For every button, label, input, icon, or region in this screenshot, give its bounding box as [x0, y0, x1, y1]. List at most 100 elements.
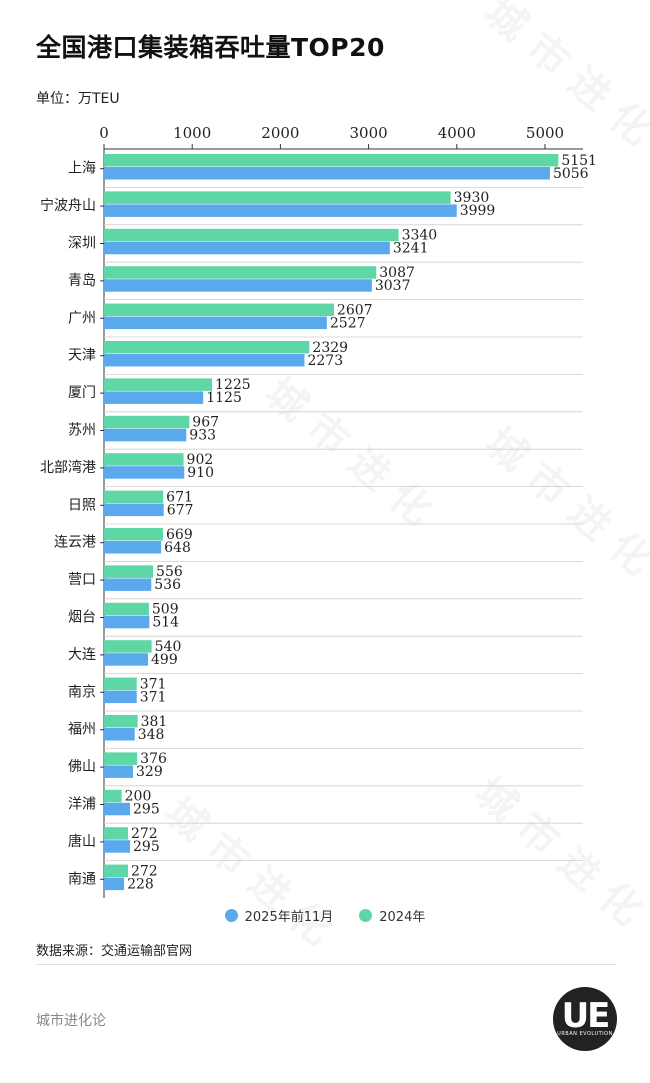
data-label-2025: 677	[167, 502, 194, 518]
bar-2025	[104, 503, 164, 517]
data-label-2025: 371	[140, 689, 167, 705]
data-label-2025: 5056	[553, 166, 589, 182]
bar-2025	[104, 466, 185, 479]
bar-2024	[104, 789, 122, 803]
category-label: 日照	[68, 497, 96, 513]
data-label-2024: 3340	[402, 228, 438, 244]
bar-2025	[104, 279, 372, 292]
bar-2025	[104, 316, 327, 330]
data-label-2024: 902	[187, 452, 214, 468]
category-label: 北部湾港	[40, 459, 96, 476]
category-label: 广州	[68, 310, 96, 326]
bar-2024	[104, 266, 377, 279]
data-label-2025: 3037	[375, 278, 411, 294]
legend-label-2024: 2024年	[379, 910, 426, 925]
bar-2025	[104, 765, 134, 778]
data-label-2024: 5151	[561, 153, 597, 169]
category-label: 天津	[68, 348, 96, 364]
bar-2025	[104, 241, 390, 255]
legend: 2025年前11月 2024年	[0, 906, 650, 925]
x-tick-label: 5000	[526, 124, 564, 142]
category-label: 宁波舟山	[40, 197, 96, 214]
x-tick-label: 2000	[261, 124, 299, 142]
bar-2025	[104, 578, 152, 591]
data-label-2025: 295	[133, 802, 160, 818]
data-label-2024: 2607	[337, 302, 373, 318]
bar-2024	[104, 528, 164, 541]
bar-2024	[104, 154, 559, 167]
category-label: 佛山	[68, 759, 96, 775]
data-label-2024: 509	[152, 602, 179, 618]
bar-2024	[104, 677, 137, 691]
category-label: 营口	[68, 572, 96, 588]
bar-2025	[104, 167, 550, 180]
bar-2024	[104, 864, 128, 878]
data-label-2024: 671	[166, 489, 193, 505]
data-label-2025: 499	[151, 652, 178, 668]
logo-mark: UE	[561, 995, 611, 1036]
bar-2024	[104, 827, 128, 840]
bar-2024	[104, 715, 138, 728]
bar-2024	[104, 752, 138, 765]
data-label-2025: 536	[154, 577, 181, 593]
legend-item-2024: 2024年	[359, 906, 425, 925]
bar-2025	[104, 615, 150, 629]
bar-2024	[104, 303, 334, 317]
category-label: 福州	[68, 722, 96, 738]
bar-2024	[104, 453, 184, 466]
category-label: 烟台	[68, 610, 96, 626]
legend-dot-2025	[224, 909, 238, 922]
brand-logo: UE URBAN EVOLUTION	[553, 987, 617, 1051]
x-tick-label: 4000	[438, 124, 476, 142]
data-label-2025: 3999	[460, 203, 496, 219]
category-label: 连云港	[54, 535, 96, 551]
bar-2025	[104, 690, 137, 704]
logo-subtext: URBAN EVOLUTION	[557, 1030, 613, 1037]
bar-2025	[104, 204, 457, 217]
bar-2024	[104, 415, 190, 429]
x-axis-ticks: 0 1000 2000 3000 4000 5000	[99, 124, 583, 150]
bar-2024	[104, 191, 451, 204]
data-label-2025: 514	[152, 615, 179, 631]
data-label-2025: 648	[164, 540, 191, 556]
x-tick-label: 3000	[350, 124, 388, 142]
footer-brand: 城市进化论	[36, 1013, 106, 1029]
category-label: 南通	[68, 871, 96, 887]
data-label-2024: 200	[125, 789, 152, 805]
bar-2024	[104, 602, 149, 616]
data-label-2025: 329	[136, 764, 163, 780]
data-label-2024: 272	[131, 863, 158, 879]
bar-2025	[104, 653, 149, 666]
data-label-2024: 272	[131, 826, 158, 842]
x-tick-label: 1000	[173, 124, 211, 142]
data-label-2024: 540	[155, 639, 182, 655]
bar-2025	[104, 802, 131, 816]
bar-2024	[104, 378, 213, 391]
category-label: 唐山	[68, 833, 96, 850]
data-label-2025: 348	[138, 727, 165, 743]
data-label-2025: 3241	[393, 241, 429, 257]
data-label-2024: 381	[141, 714, 168, 730]
data-label-2024: 669	[166, 527, 193, 543]
category-label: 上海	[68, 161, 96, 177]
category-label: 苏州	[68, 423, 96, 439]
data-label-2025: 1125	[206, 390, 242, 406]
data-label-2024: 3087	[379, 265, 415, 281]
category-label: 洋浦	[68, 797, 96, 813]
legend-item-2025: 2025年前11月	[224, 906, 334, 925]
data-label-2025: 933	[189, 428, 216, 444]
bar-2025	[104, 391, 204, 404]
bar-2025	[104, 840, 131, 853]
bar-2024	[104, 640, 152, 653]
data-label-2024: 371	[140, 676, 167, 692]
data-label-2025: 228	[127, 876, 154, 892]
data-label-2024: 967	[192, 415, 219, 431]
legend-dot-2024	[359, 909, 373, 922]
data-label-2025: 2527	[330, 315, 366, 331]
bar-2024	[104, 341, 310, 354]
bar-2025	[104, 354, 305, 367]
legend-label-2025: 2025年前11月	[244, 910, 334, 925]
bar-2025	[104, 541, 162, 554]
data-label-2025: 295	[133, 839, 160, 855]
unit-label: 单位：万TEU	[36, 91, 120, 107]
